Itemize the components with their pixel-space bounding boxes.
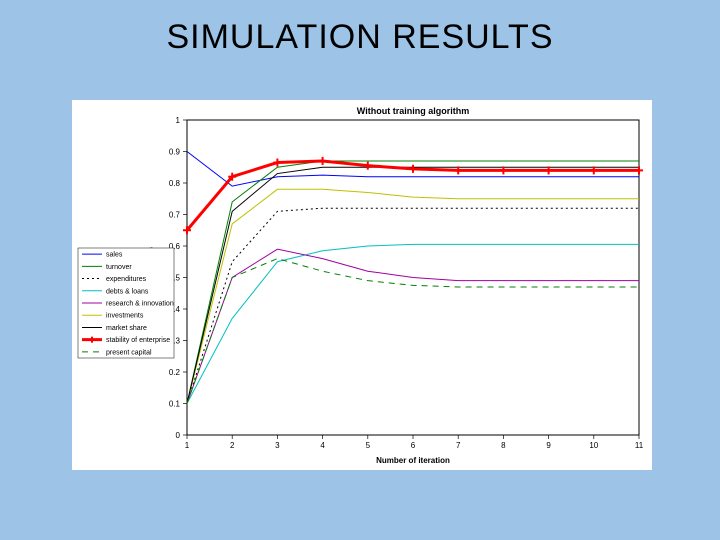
xtick-label: 2 (230, 441, 235, 450)
series-expenditures (187, 208, 639, 403)
legend-label: present capital (106, 349, 152, 356)
xtick-label: 10 (589, 441, 598, 450)
ytick-label: 0.7 (169, 211, 181, 220)
chart-title: Without training algorithm (357, 106, 469, 116)
xtick-label: 1 (185, 441, 190, 450)
series-research_innovation (187, 249, 639, 403)
xtick-label: 3 (275, 441, 280, 450)
ytick-label: 0.8 (169, 179, 181, 188)
ytick-label: 0.9 (169, 148, 181, 157)
chart-canvas: 00.10.20.30.40.50.60.70.80.9112345678910… (72, 100, 652, 470)
xtick-label: 5 (366, 441, 371, 450)
legend-label: turnover (106, 264, 132, 271)
ytick-label: 0.1 (169, 400, 181, 409)
xtick-label: 11 (635, 441, 644, 450)
legend-label: research & innovation (106, 301, 174, 308)
ytick-label: 0 (176, 431, 181, 440)
legend-label: expenditures (106, 276, 147, 283)
legend-label: market share (106, 325, 147, 332)
xtick-label: 6 (411, 441, 416, 450)
series-investments (187, 189, 639, 403)
legend-label: sales (106, 252, 123, 259)
legend-label: investments (106, 313, 144, 320)
xtick-label: 4 (320, 441, 325, 450)
x-axis-label: Number of iteration (376, 456, 450, 465)
legend-label: debts & loans (106, 288, 149, 295)
ytick-label: 1 (176, 116, 181, 125)
xtick-label: 9 (546, 441, 551, 450)
ytick-label: 0.2 (169, 368, 181, 377)
xtick-label: 8 (501, 441, 506, 450)
legend-label: stability of enterprise (106, 337, 170, 344)
chart-svg: 00.10.20.30.40.50.60.70.80.9112345678910… (72, 100, 652, 470)
xtick-label: 7 (456, 441, 461, 450)
page-title: SIMULATION RESULTS (0, 18, 720, 57)
